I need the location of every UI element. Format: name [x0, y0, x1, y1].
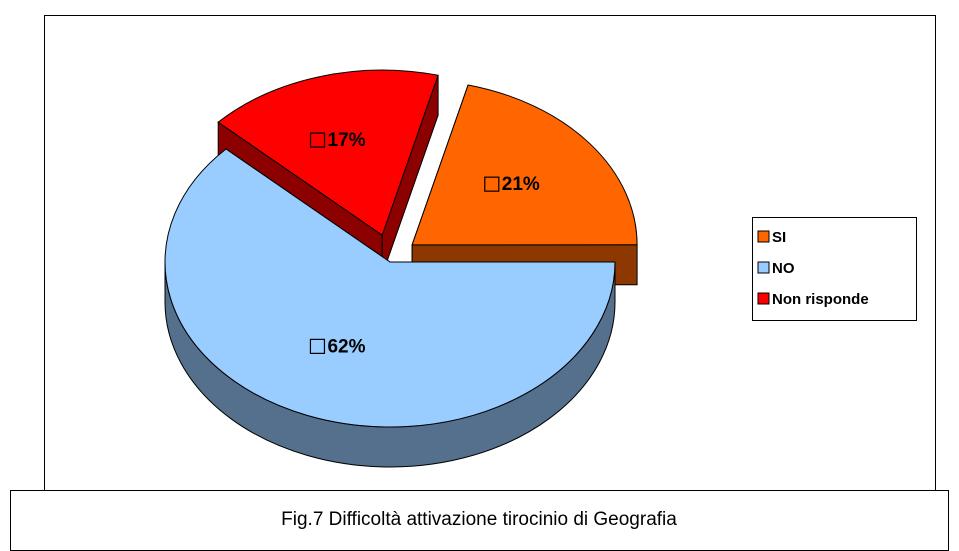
legend-box — [752, 217, 917, 321]
label-box — [309, 132, 326, 148]
data-label: 62% — [327, 336, 365, 357]
pie-slice — [217, 69, 439, 236]
legend-swatch — [757, 261, 770, 274]
caption-box — [10, 490, 949, 551]
caption: Fig.7 Difficoltà attivazione tirocinio d… — [281, 509, 677, 530]
label-box — [484, 176, 500, 192]
legend-label: SI — [772, 229, 786, 246]
pie-slice — [164, 148, 616, 428]
data-label: 21% — [502, 174, 540, 195]
legend-swatch — [757, 230, 770, 243]
legend-label: Non risponde — [772, 291, 869, 308]
legend-label: NO — [772, 260, 795, 277]
legend-swatch — [757, 292, 770, 305]
pie-slice — [411, 84, 638, 246]
data-label: 17% — [328, 130, 366, 151]
label-box — [309, 338, 326, 354]
